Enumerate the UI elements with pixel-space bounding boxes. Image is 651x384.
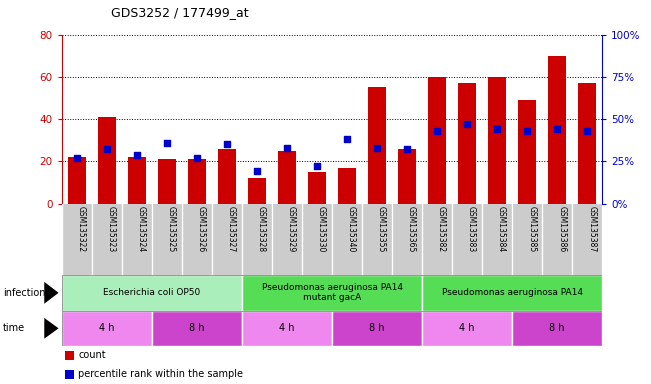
Point (102, 146, 112, 152)
Bar (422, 311, 512, 346)
Bar (64, 370, 74, 379)
Bar (422, 275, 602, 311)
Bar (308, 172, 326, 204)
Bar (368, 88, 386, 204)
Bar (218, 149, 236, 204)
Text: GSM135329: GSM135329 (287, 206, 296, 252)
Bar (188, 159, 206, 204)
Bar (128, 157, 146, 204)
Text: GSM135383: GSM135383 (467, 206, 476, 252)
Text: GSM135330: GSM135330 (317, 206, 326, 252)
Point (582, 128, 592, 134)
Text: infection: infection (3, 288, 46, 298)
Text: GSM135384: GSM135384 (497, 206, 506, 252)
Point (522, 128, 533, 134)
Bar (158, 159, 176, 204)
Text: Pseudomonas aeruginosa PA14: Pseudomonas aeruginosa PA14 (441, 288, 583, 297)
Bar (398, 149, 416, 204)
Point (72, 155, 82, 161)
Bar (488, 77, 506, 204)
Bar (332, 311, 422, 346)
Bar (458, 83, 476, 204)
Point (342, 136, 352, 142)
Text: GDS3252 / 177499_at: GDS3252 / 177499_at (111, 6, 248, 19)
Text: GSM135322: GSM135322 (77, 206, 86, 252)
Bar (62, 311, 152, 346)
Bar (518, 100, 536, 204)
Point (132, 151, 142, 157)
Bar (548, 56, 566, 204)
Text: GSM135340: GSM135340 (347, 206, 356, 252)
Point (252, 168, 262, 174)
Bar (98, 117, 116, 204)
Bar (62, 275, 242, 311)
Bar (578, 83, 596, 204)
Point (191, 155, 202, 161)
Text: GSM135386: GSM135386 (557, 206, 566, 252)
Point (222, 141, 232, 147)
Text: 8 h: 8 h (369, 323, 385, 333)
Point (312, 163, 322, 169)
Point (282, 145, 292, 151)
Text: GSM135365: GSM135365 (407, 206, 416, 252)
Polygon shape (44, 318, 59, 339)
Bar (242, 275, 422, 311)
Text: 8 h: 8 h (189, 323, 204, 333)
Text: GSM135387: GSM135387 (587, 206, 596, 252)
Text: 4 h: 4 h (99, 323, 115, 333)
Text: 4 h: 4 h (460, 323, 475, 333)
Point (432, 128, 442, 134)
Text: GSM135385: GSM135385 (527, 206, 536, 252)
Bar (242, 311, 332, 346)
Text: GSM135326: GSM135326 (197, 206, 206, 252)
Point (552, 126, 562, 132)
Bar (152, 311, 242, 346)
Text: time: time (3, 323, 25, 333)
Text: GSM135328: GSM135328 (257, 206, 266, 252)
Bar (428, 77, 446, 204)
Text: Pseudomonas aeruginosa PA14
mutant gacA: Pseudomonas aeruginosa PA14 mutant gacA (262, 283, 402, 303)
Text: 4 h: 4 h (279, 323, 295, 333)
Text: GSM135325: GSM135325 (167, 206, 176, 252)
Text: GSM135382: GSM135382 (437, 206, 446, 252)
Point (161, 140, 172, 146)
Text: GSM135327: GSM135327 (227, 206, 236, 252)
Text: GSM135323: GSM135323 (107, 206, 116, 252)
Bar (248, 178, 266, 204)
Bar (338, 167, 356, 204)
Text: 8 h: 8 h (549, 323, 565, 333)
Bar (64, 351, 74, 360)
Text: GSM135355: GSM135355 (377, 206, 386, 252)
Bar (278, 151, 296, 204)
Text: Escherichia coli OP50: Escherichia coli OP50 (104, 288, 201, 297)
Bar (512, 311, 602, 346)
Point (372, 145, 382, 151)
Point (462, 121, 473, 127)
Text: count: count (78, 350, 105, 360)
Text: GSM135324: GSM135324 (137, 206, 146, 252)
Bar (68, 157, 86, 204)
Point (492, 126, 503, 132)
Text: percentile rank within the sample: percentile rank within the sample (78, 369, 243, 379)
Point (402, 146, 412, 152)
Polygon shape (44, 282, 59, 304)
